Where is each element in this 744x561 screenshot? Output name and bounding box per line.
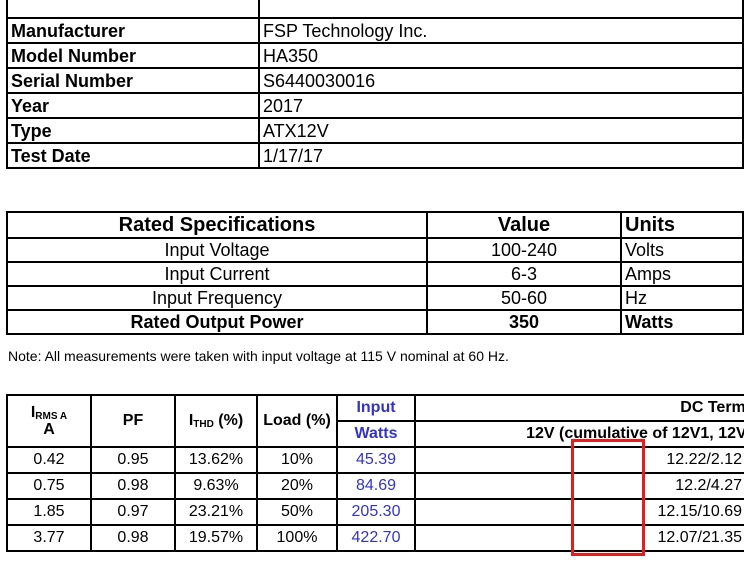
cell-irms: 0.42 [6, 446, 92, 474]
header-12v: 12V (cumulative of 12V1, 12V2, [414, 420, 744, 448]
cell-12v: 12.22/2.12 [414, 446, 744, 474]
spec-value: 100-240 [426, 237, 622, 263]
header-ithd: ITHD (%) [174, 394, 258, 448]
spec-value: 6-3 [426, 261, 622, 287]
cell-irms: 0.75 [6, 472, 92, 500]
info-value: FSP Technology Inc. [258, 17, 744, 44]
cell-ithd: 23.21% [174, 498, 258, 526]
cell-pf: 0.98 [90, 472, 176, 500]
header-dc-terminals: DC Termin [414, 394, 744, 422]
cell-ithd: 13.62% [174, 446, 258, 474]
info-label: Model Number [6, 42, 260, 69]
table-row: 0.75 0.98 9.63% 20% 84.69 12.2/4.27 [6, 472, 744, 500]
info-row: Type ATX12V [6, 117, 744, 144]
spec-units: Amps [620, 261, 744, 287]
cell-load: 20% [256, 472, 338, 500]
info-value: 2017 [258, 92, 744, 119]
specs-row: Input Frequency 50-60 Hz [6, 285, 744, 311]
cell-ithd: 9.63% [174, 472, 258, 500]
spec-name: Input Frequency [6, 285, 428, 311]
header-irms: IRMS A A [6, 394, 92, 448]
cell-load: 10% [256, 446, 338, 474]
info-label: Year [6, 92, 260, 119]
measurements-table: IRMS A A PF ITHD (%) Load (%) Input DC T… [6, 394, 744, 552]
specs-header-spec: Rated Specifications [6, 211, 428, 239]
cell-input-watts: 422.70 [336, 524, 416, 552]
header-input: Input [336, 394, 416, 422]
meas-header-row-2: Watts 12V (cumulative of 12V1, 12V2, [7, 420, 744, 448]
specs-header-row: Rated Specifications Value Units [6, 211, 744, 239]
cell-irms: 1.85 [6, 498, 92, 526]
table-row: 0.42 0.95 13.62% 10% 45.39 12.22/2.12 [6, 446, 744, 474]
meas-header-row-1: IRMS A A PF ITHD (%) Load (%) Input DC T… [6, 394, 744, 448]
header-irms-unit: A [43, 420, 55, 438]
cell-input-watts: 205.30 [336, 498, 416, 526]
header-ithd-unit: (%) [213, 411, 244, 429]
cell-load: 100% [256, 524, 338, 552]
info-row-blank [6, 0, 744, 19]
measurement-note: Note: All measurements were taken with i… [8, 348, 509, 364]
info-value: HA350 [258, 42, 744, 69]
info-label: Type [6, 117, 260, 144]
cell-pf: 0.97 [90, 498, 176, 526]
spec-value: 350 [426, 309, 622, 335]
table-row: 1.85 0.97 23.21% 50% 205.30 12.15/10.69 [6, 498, 744, 526]
cell-12v: 12.2/4.27 [414, 472, 744, 500]
cell-12v: 12.07/21.35 [414, 524, 744, 552]
cell-12v: 12.15/10.69 [414, 498, 744, 526]
cell-ithd: 19.57% [174, 524, 258, 552]
header-load: Load (%) [256, 394, 338, 448]
specs-header-value: Value [426, 211, 622, 239]
cell-input-watts: 45.39 [336, 446, 416, 474]
table-row: 3.77 0.98 19.57% 100% 422.70 12.07/21.35 [6, 524, 744, 552]
specs-row: Input Voltage 100-240 Volts [6, 237, 744, 263]
header-ithd-symbol: I [188, 411, 194, 429]
spec-name: Input Current [6, 261, 428, 287]
spec-value: 50-60 [426, 285, 622, 311]
info-value: S6440030016 [258, 67, 744, 94]
header-pf: PF [90, 394, 176, 448]
specs-row-rated-power: Rated Output Power 350 Watts [6, 309, 744, 335]
header-ithd-subscript: THD [193, 418, 214, 430]
info-value: 1/17/17 [258, 142, 744, 169]
info-value [258, 0, 744, 19]
cell-pf: 0.98 [90, 524, 176, 552]
header-irms-subscript: RMS A [35, 410, 68, 422]
info-row: Manufacturer FSP Technology Inc. [6, 17, 744, 44]
header-irms-symbol: I [30, 403, 36, 421]
info-row: Model Number HA350 [6, 42, 744, 69]
spec-name: Rated Output Power [6, 309, 428, 335]
cell-input-watts: 84.69 [336, 472, 416, 500]
cell-pf: 0.95 [90, 446, 176, 474]
header-watts: Watts [336, 420, 416, 448]
spec-units: Hz [620, 285, 744, 311]
rated-specifications-table: Rated Specifications Value Units Input V… [6, 211, 744, 335]
info-row: Serial Number S6440030016 [6, 67, 744, 94]
cell-irms: 3.77 [6, 524, 92, 552]
info-label: Manufacturer [6, 17, 260, 44]
specs-row: Input Current 6-3 Amps [6, 261, 744, 287]
cell-load: 50% [256, 498, 338, 526]
spec-units: Watts [620, 309, 744, 335]
spec-name: Input Voltage [6, 237, 428, 263]
specs-header-units: Units [620, 211, 744, 239]
info-label: Serial Number [6, 67, 260, 94]
info-row: Test Date 1/17/17 [6, 142, 744, 169]
info-label: Test Date [6, 142, 260, 169]
spec-units: Volts [620, 237, 744, 263]
info-label [6, 0, 260, 19]
psu-info-table: Manufacturer FSP Technology Inc. Model N… [6, 0, 744, 169]
info-row: Year 2017 [6, 92, 744, 119]
info-value: ATX12V [258, 117, 744, 144]
